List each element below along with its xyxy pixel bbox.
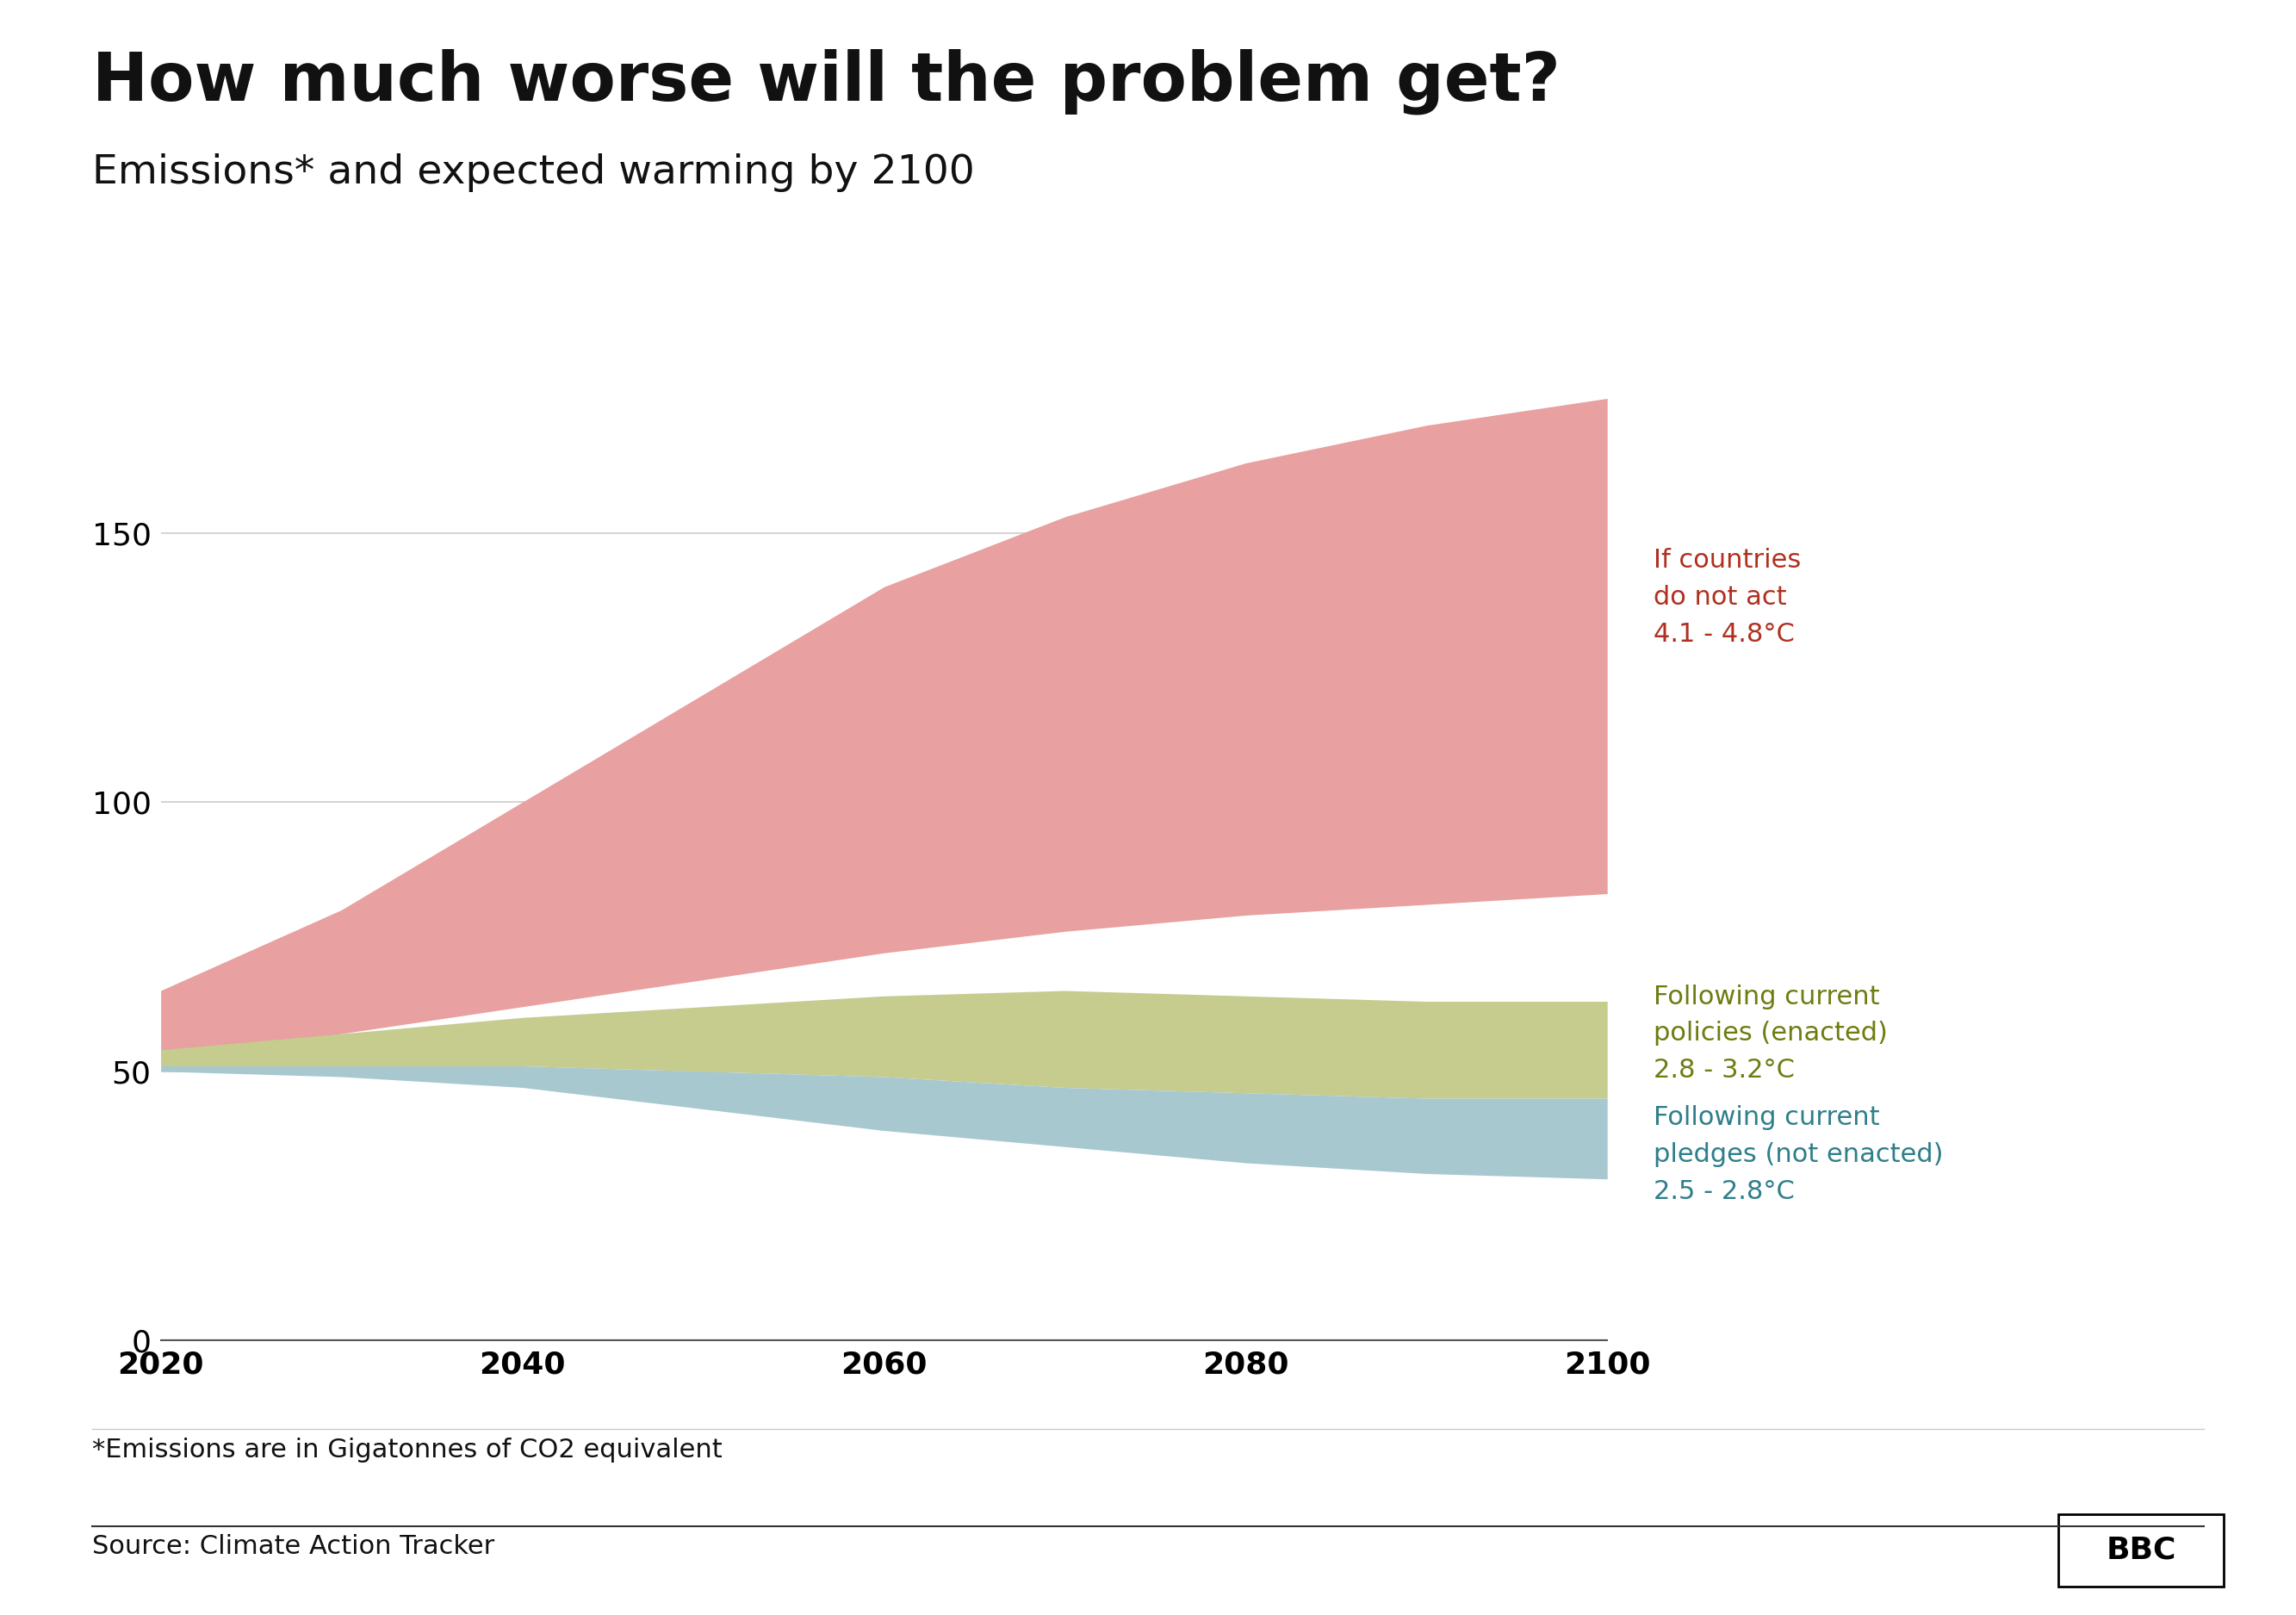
- Text: Following current
pledges (not enacted)
2.5 - 2.8°C: Following current pledges (not enacted) …: [1653, 1105, 1942, 1205]
- Text: *Emissions are in Gigatonnes of CO2 equivalent: *Emissions are in Gigatonnes of CO2 equi…: [92, 1437, 721, 1462]
- FancyBboxPatch shape: [2057, 1515, 2225, 1586]
- Text: Following current
policies (enacted)
2.8 - 3.2°C: Following current policies (enacted) 2.8…: [1653, 984, 1887, 1084]
- Text: Source: Climate Action Tracker: Source: Climate Action Tracker: [92, 1534, 494, 1558]
- Text: If countries
do not act
4.1 - 4.8°C: If countries do not act 4.1 - 4.8°C: [1653, 547, 1800, 648]
- Text: Emissions* and expected warming by 2100: Emissions* and expected warming by 2100: [92, 153, 974, 192]
- Text: How much worse will the problem get?: How much worse will the problem get?: [92, 48, 1559, 115]
- Text: BBC: BBC: [2105, 1536, 2177, 1565]
